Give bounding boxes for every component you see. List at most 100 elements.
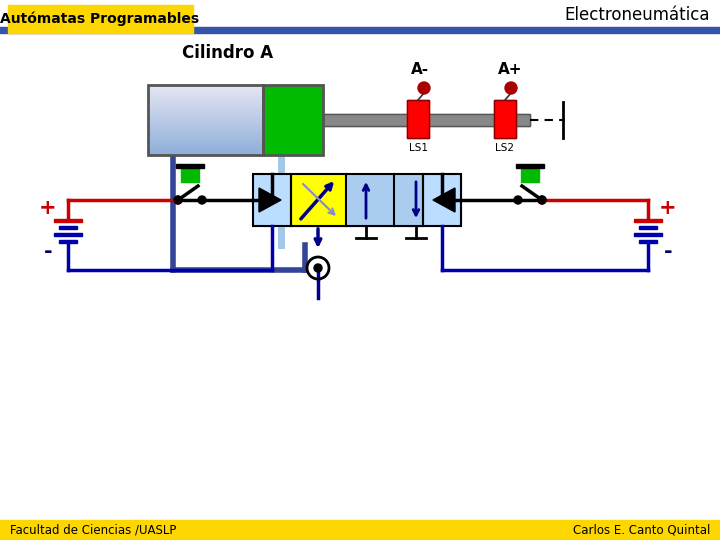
Bar: [263, 85, 323, 155]
Text: +: +: [39, 198, 57, 218]
Bar: [54, 219, 82, 222]
Bar: [323, 114, 530, 126]
Bar: [148, 104, 263, 105]
Bar: [148, 127, 263, 128]
Bar: [181, 166, 199, 182]
Bar: [148, 132, 263, 133]
Circle shape: [514, 196, 522, 204]
Bar: [148, 142, 263, 143]
Bar: [148, 145, 263, 146]
Bar: [148, 105, 263, 106]
Bar: [634, 219, 662, 222]
Bar: [148, 126, 263, 127]
Bar: [148, 139, 263, 140]
Bar: [148, 85, 263, 86]
Bar: [148, 152, 263, 153]
Bar: [148, 128, 263, 129]
Bar: [407, 100, 429, 138]
Bar: [148, 85, 263, 155]
Bar: [148, 146, 263, 147]
Bar: [148, 113, 263, 114]
Circle shape: [198, 196, 206, 204]
Bar: [148, 147, 263, 148]
Bar: [516, 164, 544, 168]
Bar: [148, 91, 263, 92]
Text: A+: A+: [498, 63, 522, 78]
Bar: [148, 124, 263, 125]
Bar: [148, 112, 263, 113]
Bar: [291, 174, 346, 226]
Bar: [148, 97, 263, 98]
Bar: [323, 114, 530, 126]
Bar: [148, 103, 263, 104]
Bar: [148, 136, 263, 137]
Bar: [148, 99, 263, 100]
Bar: [148, 154, 263, 155]
Bar: [148, 141, 263, 142]
Text: +: +: [660, 198, 677, 218]
Text: A-: A-: [411, 63, 429, 78]
Bar: [148, 118, 263, 119]
Bar: [59, 226, 77, 229]
Text: -: -: [664, 242, 672, 262]
Bar: [148, 94, 263, 95]
Bar: [494, 100, 516, 138]
Bar: [148, 151, 263, 152]
Bar: [148, 114, 263, 115]
Bar: [148, 88, 263, 89]
Circle shape: [418, 82, 430, 94]
Bar: [148, 144, 263, 145]
Bar: [148, 153, 263, 154]
Bar: [423, 174, 461, 226]
Bar: [148, 115, 263, 116]
Bar: [148, 108, 263, 109]
Bar: [148, 121, 263, 122]
Circle shape: [314, 264, 322, 272]
Bar: [639, 240, 657, 243]
Bar: [148, 135, 263, 136]
Bar: [148, 95, 263, 96]
Bar: [148, 143, 263, 144]
Bar: [148, 101, 263, 102]
Bar: [148, 110, 263, 111]
Bar: [0, 520, 720, 540]
Polygon shape: [259, 188, 281, 212]
Bar: [148, 138, 263, 139]
Circle shape: [174, 196, 182, 204]
Bar: [263, 85, 323, 155]
Bar: [148, 125, 263, 126]
Text: Autómatas Programables: Autómatas Programables: [1, 12, 199, 26]
Bar: [291, 174, 423, 226]
Text: Carlos E. Canto Quintal: Carlos E. Canto Quintal: [572, 523, 710, 537]
Bar: [148, 129, 263, 130]
Bar: [54, 233, 82, 236]
Bar: [148, 87, 263, 88]
Bar: [148, 119, 263, 120]
Bar: [521, 166, 539, 182]
Text: Cilindro A: Cilindro A: [182, 44, 274, 62]
Bar: [148, 122, 263, 123]
Bar: [148, 130, 263, 131]
Bar: [148, 100, 263, 101]
Bar: [148, 90, 263, 91]
Bar: [639, 226, 657, 229]
Bar: [148, 96, 263, 97]
Text: Facultad de Ciencias /UASLP: Facultad de Ciencias /UASLP: [10, 523, 176, 537]
Bar: [148, 137, 263, 138]
Bar: [148, 140, 263, 141]
Circle shape: [538, 196, 546, 204]
Bar: [148, 107, 263, 108]
Bar: [148, 89, 263, 90]
Text: LS2: LS2: [495, 143, 515, 153]
Polygon shape: [433, 188, 455, 212]
Circle shape: [174, 196, 182, 204]
Bar: [148, 149, 263, 150]
Bar: [423, 174, 461, 226]
Bar: [148, 86, 263, 87]
Bar: [253, 174, 291, 226]
Bar: [148, 133, 263, 134]
Bar: [148, 102, 263, 103]
Bar: [148, 109, 263, 110]
Bar: [148, 150, 263, 151]
Text: LS1: LS1: [408, 143, 428, 153]
